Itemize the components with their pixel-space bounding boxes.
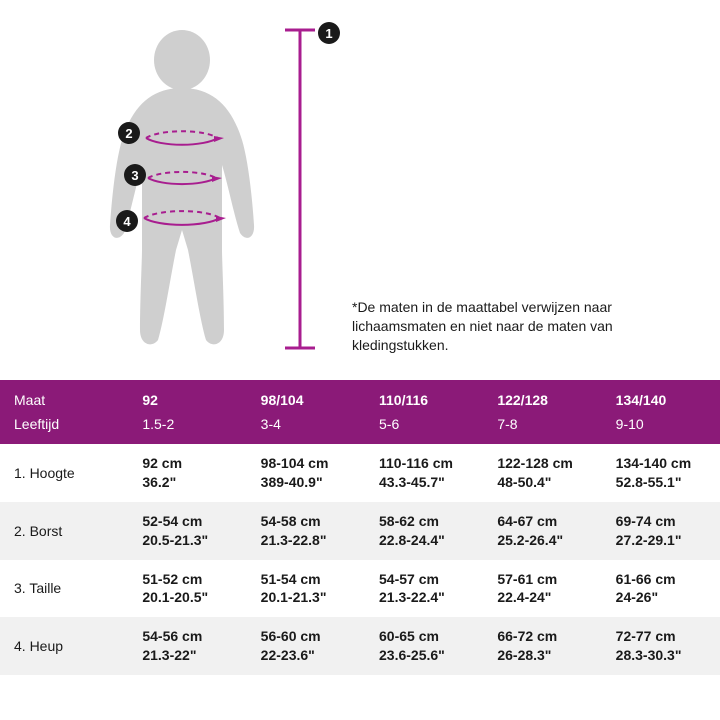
badge-1: 1 [318, 22, 340, 44]
header-row-ages: Leeftijd 1.5-2 3-4 5-6 7-8 9-10 [0, 412, 720, 444]
row-label: 2. Borst [0, 502, 128, 560]
table-cell: 58-62 cm22.8-24.4" [365, 502, 483, 560]
table-cell: 51-52 cm20.1-20.5" [128, 560, 246, 618]
row-label: 3. Taille [0, 560, 128, 618]
height-indicator [285, 30, 315, 348]
size-table: Maat 92 98/104 110/116 122/128 134/140 L… [0, 380, 720, 675]
header-label-leeftijd: Leeftijd [0, 412, 128, 444]
header-row-sizes: Maat 92 98/104 110/116 122/128 134/140 [0, 380, 720, 412]
measurement-diagram: 1 2 3 4 *De maten in de maattabel verwij… [0, 0, 720, 380]
table-cell: 72-77 cm28.3-30.3" [602, 617, 720, 675]
table-cell: 122-128 cm48-50.4" [483, 444, 601, 502]
table-cell: 92 cm36.2" [128, 444, 246, 502]
header-label-maat: Maat [0, 380, 128, 412]
child-silhouette [110, 30, 254, 344]
size-2: 110/116 [365, 380, 483, 412]
size-3: 122/128 [483, 380, 601, 412]
table-row: 3. Taille51-52 cm20.1-20.5"51-54 cm20.1-… [0, 560, 720, 618]
table-cell: 134-140 cm52.8-55.1" [602, 444, 720, 502]
size-0: 92 [128, 380, 246, 412]
table-row: 4. Heup54-56 cm21.3-22"56-60 cm22-23.6"6… [0, 617, 720, 675]
table-cell: 98-104 cm389-40.9" [247, 444, 365, 502]
table-cell: 61-66 cm24-26" [602, 560, 720, 618]
table-row: 1. Hoogte92 cm36.2"98-104 cm389-40.9"110… [0, 444, 720, 502]
age-2: 5-6 [365, 412, 483, 444]
badge-4: 4 [116, 210, 138, 232]
table-cell: 54-56 cm21.3-22" [128, 617, 246, 675]
diagram-note: *De maten in de maattabel verwijzen naar… [352, 298, 652, 355]
table-cell: 69-74 cm27.2-29.1" [602, 502, 720, 560]
table-cell: 56-60 cm22-23.6" [247, 617, 365, 675]
table-cell: 57-61 cm22.4-24" [483, 560, 601, 618]
badge-3: 3 [124, 164, 146, 186]
age-4: 9-10 [602, 412, 720, 444]
age-3: 7-8 [483, 412, 601, 444]
table-row: 2. Borst52-54 cm20.5-21.3"54-58 cm21.3-2… [0, 502, 720, 560]
table-cell: 110-116 cm43.3-45.7" [365, 444, 483, 502]
size-1: 98/104 [247, 380, 365, 412]
table-cell: 51-54 cm20.1-21.3" [247, 560, 365, 618]
badge-2: 2 [118, 122, 140, 144]
row-label: 1. Hoogte [0, 444, 128, 502]
size-table-body: 1. Hoogte92 cm36.2"98-104 cm389-40.9"110… [0, 444, 720, 675]
age-1: 3-4 [247, 412, 365, 444]
size-4: 134/140 [602, 380, 720, 412]
table-cell: 66-72 cm26-28.3" [483, 617, 601, 675]
table-cell: 64-67 cm25.2-26.4" [483, 502, 601, 560]
table-cell: 54-58 cm21.3-22.8" [247, 502, 365, 560]
table-cell: 54-57 cm21.3-22.4" [365, 560, 483, 618]
age-0: 1.5-2 [128, 412, 246, 444]
table-cell: 60-65 cm23.6-25.6" [365, 617, 483, 675]
table-cell: 52-54 cm20.5-21.3" [128, 502, 246, 560]
row-label: 4. Heup [0, 617, 128, 675]
